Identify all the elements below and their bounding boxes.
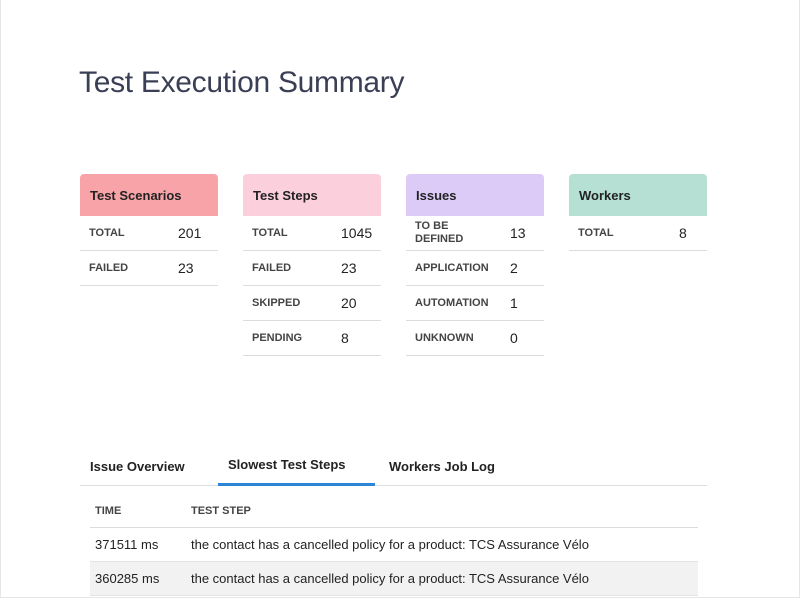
row-label: APPLICATION bbox=[415, 261, 489, 274]
row-value: 23 bbox=[178, 260, 194, 276]
cell-time: 371511 ms bbox=[90, 527, 191, 562]
row-value: 201 bbox=[178, 225, 202, 241]
row-value: 8 bbox=[679, 225, 687, 241]
row-label: TOTAL bbox=[89, 226, 125, 239]
row-label: TOTAL bbox=[252, 226, 288, 239]
row-value: 20 bbox=[341, 295, 357, 311]
row-value: 8 bbox=[341, 330, 349, 346]
cell-time: 360285 ms bbox=[90, 561, 191, 596]
card-row: FAILED 23 bbox=[243, 251, 381, 286]
card-header: Issues bbox=[406, 174, 544, 216]
row-label: AUTOMATION bbox=[415, 296, 489, 309]
card-header: Test Steps bbox=[243, 174, 381, 216]
card-row: TOTAL 1045 bbox=[243, 216, 381, 251]
row-value: 1 bbox=[510, 295, 518, 311]
row-label: TO BE DEFINED bbox=[415, 220, 464, 245]
card-row: PENDING 8 bbox=[243, 321, 381, 356]
row-label: FAILED bbox=[252, 261, 292, 274]
row-value: 23 bbox=[341, 260, 357, 276]
cell-test-step: the contact has a cancelled policy for a… bbox=[191, 527, 698, 562]
page-title: Test Execution Summary bbox=[79, 66, 405, 99]
tab-issue-overview[interactable]: Issue Overview bbox=[90, 458, 185, 474]
row-value: 0 bbox=[510, 330, 518, 346]
workers-card: Workers TOTAL 8 bbox=[569, 174, 707, 251]
tab-workers-job-log[interactable]: Workers Job Log bbox=[389, 458, 495, 474]
card-row: APPLICATION 2 bbox=[406, 251, 544, 286]
table-header-row: TIME TEST STEP bbox=[90, 495, 698, 528]
row-value: 2 bbox=[510, 260, 518, 276]
row-value: 1045 bbox=[341, 225, 373, 241]
row-label: UNKNOWN bbox=[415, 331, 474, 344]
card-row: UNKNOWN 0 bbox=[406, 321, 544, 356]
row-label: FAILED bbox=[89, 261, 129, 274]
table-row: 371511 ms the contact has a cancelled po… bbox=[90, 527, 698, 562]
test-steps-card: Test Steps TOTAL 1045 FAILED 23 SKIPPED … bbox=[243, 174, 381, 356]
row-label: SKIPPED bbox=[252, 296, 301, 309]
cell-test-step: the contact has a cancelled policy for a… bbox=[191, 561, 698, 596]
card-header: Workers bbox=[569, 174, 707, 216]
card-row: FAILED 23 bbox=[80, 251, 218, 286]
issues-card: Issues TO BE DEFINED 13 APPLICATION 2 AU… bbox=[406, 174, 544, 356]
row-value: 13 bbox=[510, 225, 526, 241]
test-scenarios-card: Test Scenarios TOTAL 201 FAILED 23 bbox=[80, 174, 218, 286]
tab-slowest-test-steps[interactable]: Slowest Test Steps bbox=[218, 446, 375, 486]
table-row: 360285 ms the contact has a cancelled po… bbox=[90, 561, 698, 596]
slowest-steps-table: TIME TEST STEP 371511 ms the contact has… bbox=[90, 495, 698, 596]
column-header-test-step: TEST STEP bbox=[191, 495, 698, 528]
row-label: TOTAL bbox=[578, 226, 614, 239]
card-row: TO BE DEFINED 13 bbox=[406, 216, 544, 251]
tab-bar: Issue Overview Slowest Test Steps Worker… bbox=[80, 446, 707, 486]
card-row: TOTAL 8 bbox=[569, 216, 707, 251]
card-row: AUTOMATION 1 bbox=[406, 286, 544, 321]
row-label: PENDING bbox=[252, 331, 303, 344]
card-row: TOTAL 201 bbox=[80, 216, 218, 251]
column-header-time: TIME bbox=[90, 495, 191, 528]
card-header: Test Scenarios bbox=[80, 174, 218, 216]
card-row: SKIPPED 20 bbox=[243, 286, 381, 321]
